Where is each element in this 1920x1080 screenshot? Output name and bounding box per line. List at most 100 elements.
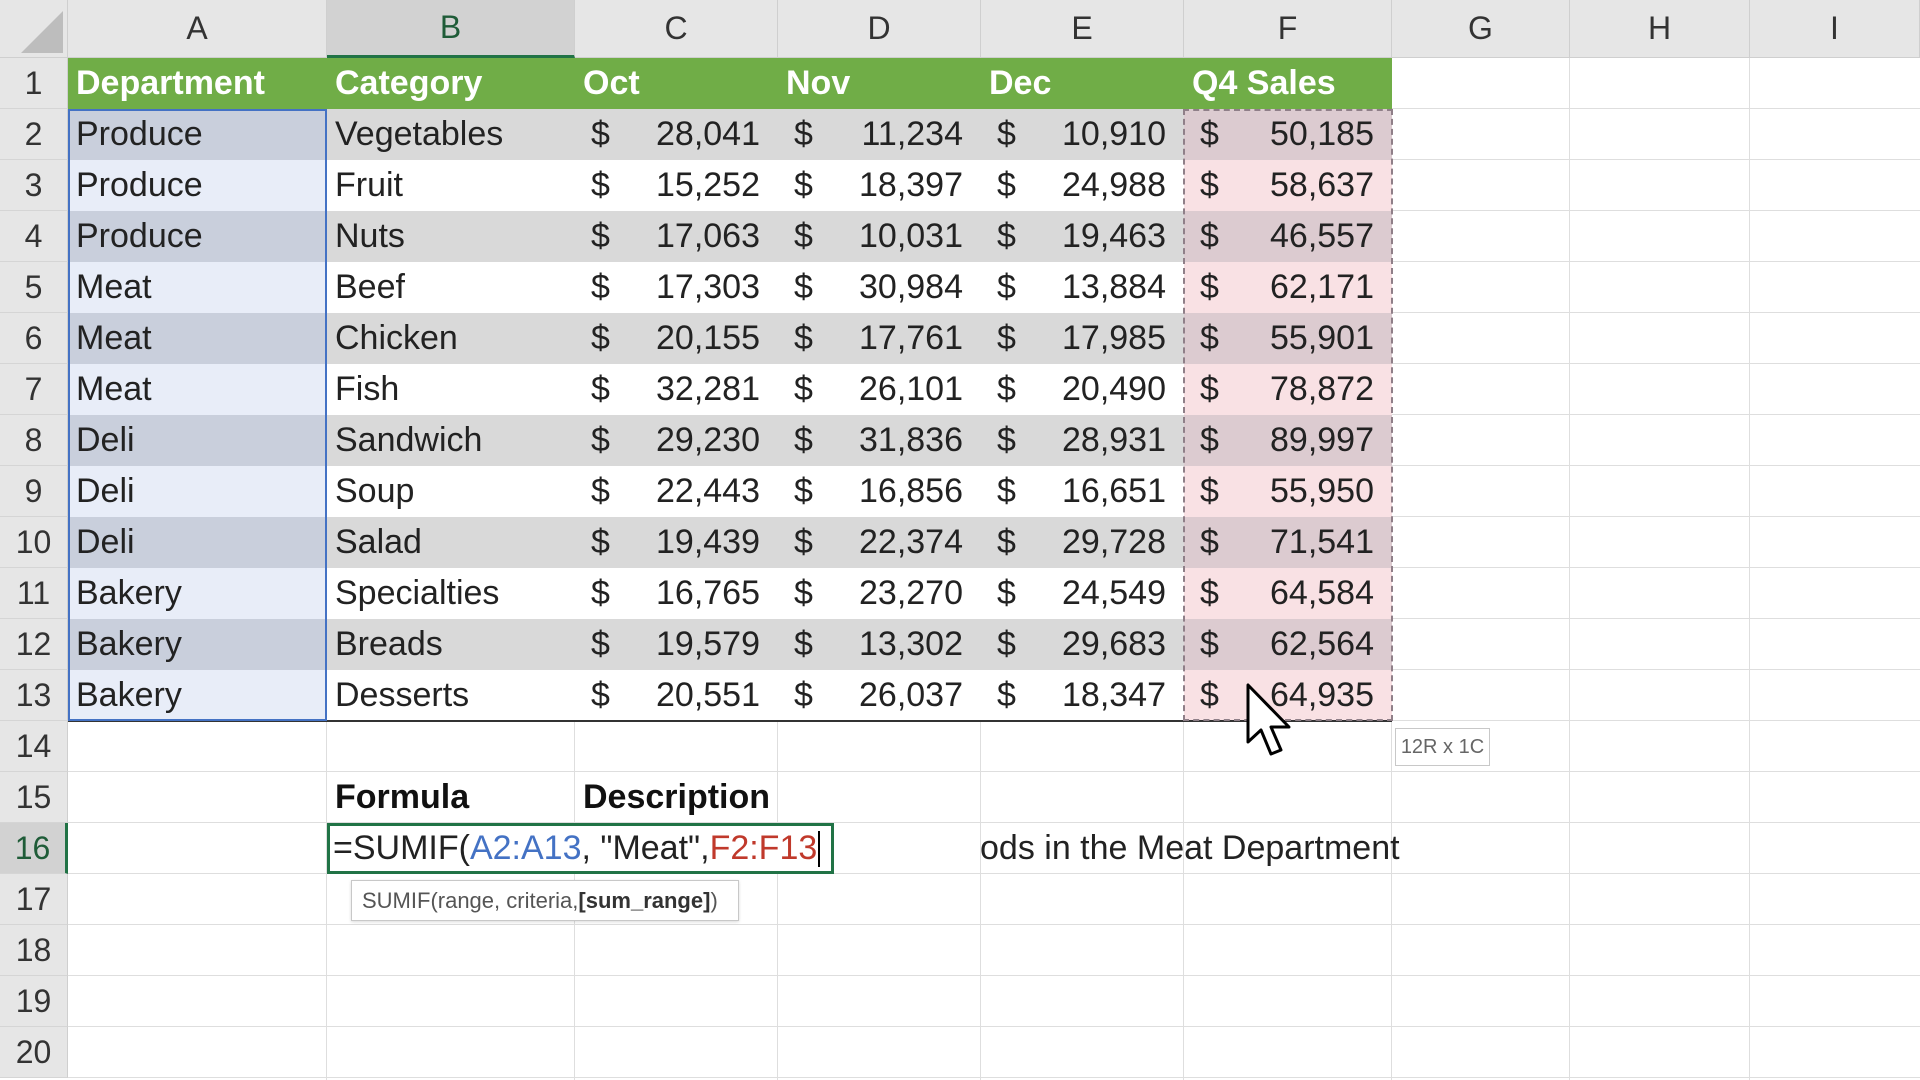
cell-q4-sales[interactable]: $55,901: [1184, 313, 1392, 364]
cell-category[interactable]: Beef: [327, 262, 575, 313]
column-header-b[interactable]: B: [327, 0, 575, 58]
cell-dec-sales[interactable]: $19,463: [981, 211, 1184, 262]
cell-nov-sales[interactable]: $22,374: [778, 517, 981, 568]
cell-oct-sales[interactable]: $20,551: [575, 670, 778, 721]
cell-dec-sales[interactable]: $24,549: [981, 568, 1184, 619]
table-header-oct[interactable]: Oct: [575, 58, 778, 109]
table-header-q4[interactable]: Q4 Sales: [1184, 58, 1392, 109]
cell-category[interactable]: Sandwich: [327, 415, 575, 466]
cell-category[interactable]: Vegetables: [327, 109, 575, 160]
cell-department[interactable]: Bakery: [68, 619, 327, 670]
cell-department[interactable]: Bakery: [68, 568, 327, 619]
cell-department[interactable]: Bakery: [68, 670, 327, 721]
column-header-c[interactable]: C: [575, 0, 778, 58]
cell-q4-sales[interactable]: $55,950: [1184, 466, 1392, 517]
row-header-14[interactable]: 14: [0, 721, 68, 772]
cell-dec-sales[interactable]: $29,728: [981, 517, 1184, 568]
cell-nov-sales[interactable]: $30,984: [778, 262, 981, 313]
cell-oct-sales[interactable]: $15,252: [575, 160, 778, 211]
cell-nov-sales[interactable]: $10,031: [778, 211, 981, 262]
cell-department[interactable]: Deli: [68, 517, 327, 568]
cell-category[interactable]: Nuts: [327, 211, 575, 262]
cell-dec-sales[interactable]: $29,683: [981, 619, 1184, 670]
cell-category[interactable]: Chicken: [327, 313, 575, 364]
function-argument-tooltip[interactable]: SUMIF(range, criteria, [sum_range]): [351, 880, 739, 921]
cell-oct-sales[interactable]: $32,281: [575, 364, 778, 415]
cell-dec-sales[interactable]: $13,884: [981, 262, 1184, 313]
cell-department[interactable]: Produce: [68, 160, 327, 211]
cell-department[interactable]: Meat: [68, 262, 327, 313]
cell-nov-sales[interactable]: $11,234: [778, 109, 981, 160]
cell-q4-sales[interactable]: $78,872: [1184, 364, 1392, 415]
cell-category[interactable]: Breads: [327, 619, 575, 670]
cell-oct-sales[interactable]: $20,155: [575, 313, 778, 364]
row-header-15[interactable]: 15: [0, 772, 68, 823]
cell-q4-sales[interactable]: $64,584: [1184, 568, 1392, 619]
cell-q4-sales[interactable]: $50,185: [1184, 109, 1392, 160]
row-header-7[interactable]: 7: [0, 364, 68, 415]
cell-dec-sales[interactable]: $28,931: [981, 415, 1184, 466]
cell-nov-sales[interactable]: $13,302: [778, 619, 981, 670]
row-header-11[interactable]: 11: [0, 568, 68, 619]
column-header-i[interactable]: I: [1750, 0, 1920, 58]
cell-category[interactable]: Fruit: [327, 160, 575, 211]
column-header-d[interactable]: D: [778, 0, 981, 58]
cell-q4-sales[interactable]: $62,171: [1184, 262, 1392, 313]
cell-dec-sales[interactable]: $18,347: [981, 670, 1184, 721]
cell-department[interactable]: Deli: [68, 466, 327, 517]
row-header-20[interactable]: 20: [0, 1027, 68, 1078]
table-header-nov[interactable]: Nov: [778, 58, 981, 109]
column-header-g[interactable]: G: [1392, 0, 1570, 58]
row-header-9[interactable]: 9: [0, 466, 68, 517]
cell-oct-sales[interactable]: $19,439: [575, 517, 778, 568]
cell-category[interactable]: Desserts: [327, 670, 575, 721]
cell-q4-sales[interactable]: $64,935: [1184, 670, 1392, 721]
cell-nov-sales[interactable]: $31,836: [778, 415, 981, 466]
row-header-2[interactable]: 2: [0, 109, 68, 160]
cell-q4-sales[interactable]: $46,557: [1184, 211, 1392, 262]
cell-q4-sales[interactable]: $89,997: [1184, 415, 1392, 466]
cell-nov-sales[interactable]: $23,270: [778, 568, 981, 619]
cell-q4-sales[interactable]: $62,564: [1184, 619, 1392, 670]
cell-oct-sales[interactable]: $28,041: [575, 109, 778, 160]
row-header-5[interactable]: 5: [0, 262, 68, 313]
cell-oct-sales[interactable]: $22,443: [575, 466, 778, 517]
row-header-6[interactable]: 6: [0, 313, 68, 364]
cell-nov-sales[interactable]: $16,856: [778, 466, 981, 517]
cell-department[interactable]: Produce: [68, 211, 327, 262]
cell-oct-sales[interactable]: $29,230: [575, 415, 778, 466]
cell-dec-sales[interactable]: $24,988: [981, 160, 1184, 211]
cell-dec-sales[interactable]: $17,985: [981, 313, 1184, 364]
column-header-h[interactable]: H: [1570, 0, 1750, 58]
cell-department[interactable]: Meat: [68, 364, 327, 415]
cell-category[interactable]: Fish: [327, 364, 575, 415]
row-header-16[interactable]: 16: [0, 823, 68, 874]
column-header-e[interactable]: E: [981, 0, 1184, 58]
cell-oct-sales[interactable]: $16,765: [575, 568, 778, 619]
row-header-4[interactable]: 4: [0, 211, 68, 262]
table-header-dec[interactable]: Dec: [981, 58, 1184, 109]
row-header-13[interactable]: 13: [0, 670, 68, 721]
cell-dec-sales[interactable]: $20,490: [981, 364, 1184, 415]
cell-nov-sales[interactable]: $26,101: [778, 364, 981, 415]
cell-department[interactable]: Produce: [68, 109, 327, 160]
column-header-f[interactable]: F: [1184, 0, 1392, 58]
cell-department[interactable]: Meat: [68, 313, 327, 364]
cell-department[interactable]: Deli: [68, 415, 327, 466]
cell-dec-sales[interactable]: $10,910: [981, 109, 1184, 160]
table-header-department[interactable]: Department: [68, 58, 327, 109]
cell-q4-sales[interactable]: $58,637: [1184, 160, 1392, 211]
cell-q4-sales[interactable]: $71,541: [1184, 517, 1392, 568]
row-header-3[interactable]: 3: [0, 160, 68, 211]
cell-category[interactable]: Salad: [327, 517, 575, 568]
row-header-19[interactable]: 19: [0, 976, 68, 1027]
row-header-12[interactable]: 12: [0, 619, 68, 670]
cell-nov-sales[interactable]: $18,397: [778, 160, 981, 211]
row-header-8[interactable]: 8: [0, 415, 68, 466]
formula-edit-cell[interactable]: =SUMIF(A2:A13, "Meat", F2:F13: [327, 823, 834, 874]
select-all-corner[interactable]: [0, 0, 68, 58]
cell-dec-sales[interactable]: $16,651: [981, 466, 1184, 517]
row-header-10[interactable]: 10: [0, 517, 68, 568]
cell-oct-sales[interactable]: $19,579: [575, 619, 778, 670]
table-header-category[interactable]: Category: [327, 58, 575, 109]
